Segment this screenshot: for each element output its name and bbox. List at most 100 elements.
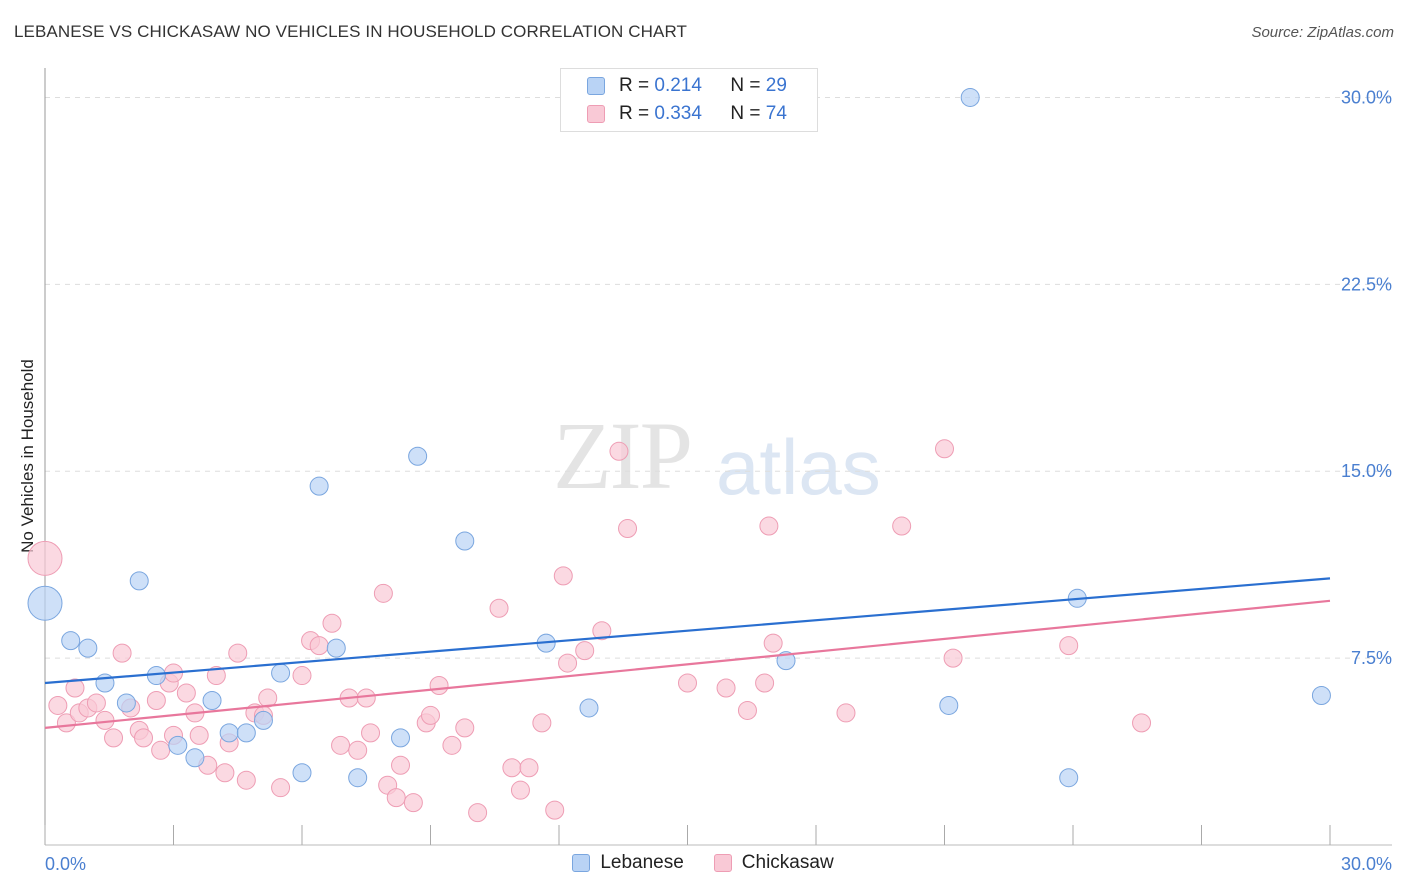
series-legend: Lebanese Chickasaw — [0, 852, 1406, 874]
legend-r-key: R = — [619, 103, 650, 124]
chickasaw-point — [935, 439, 954, 459]
legend-item-chickasaw[interactable]: Chickasaw — [713, 852, 834, 874]
chickasaw-point — [455, 718, 475, 738]
legend-row-lebanese: R = 0.214 N = 29 — [587, 73, 787, 99]
series-lebanese-points — [27, 87, 1331, 788]
legend-row-chickasaw: R = 0.334 N = 74 — [587, 101, 787, 127]
chickasaw-point — [558, 653, 578, 673]
lebanese-point — [271, 663, 291, 683]
lebanese-point — [408, 446, 428, 466]
series-chickasaw-points — [27, 439, 1152, 823]
chickasaw-point — [258, 688, 278, 708]
chickasaw-point — [391, 755, 411, 775]
lebanese-point — [27, 585, 63, 621]
lebanese-point — [168, 735, 188, 755]
grid-lines — [45, 96, 1392, 659]
y-tick-label: 15.0% — [1341, 461, 1392, 481]
chickasaw-point — [502, 758, 522, 778]
y-tick-label: 22.5% — [1341, 274, 1392, 294]
lebanese-point — [960, 87, 980, 107]
chickasaw-point — [592, 621, 612, 641]
legend-n-key: N = — [730, 75, 761, 96]
lebanese-point — [129, 571, 149, 591]
chickasaw-point — [309, 636, 329, 656]
chickasaw-point — [86, 693, 106, 713]
chickasaw-point — [373, 583, 393, 603]
lebanese-point — [236, 723, 256, 743]
trend-lines — [44, 577, 1331, 729]
chickasaw-point — [609, 441, 629, 461]
chickasaw-point — [429, 676, 449, 696]
chickasaw-point — [442, 735, 462, 755]
legend-r-value: 0.214 — [654, 75, 702, 96]
chickasaw-point — [356, 688, 376, 708]
lebanese-point — [309, 476, 329, 496]
chickasaw-swatch — [587, 105, 605, 123]
chickasaw-trend-line — [44, 599, 1331, 729]
chickasaw-point — [836, 703, 856, 723]
chickasaw-point — [1132, 713, 1152, 733]
chickasaw-point — [292, 666, 312, 686]
chickasaw-point — [510, 780, 530, 800]
axes — [44, 68, 1392, 846]
tick-labels: 7.5% 15.0% 22.5% 30.0% 0.0% 30.0% — [45, 87, 1392, 874]
x-tick-label: 0.0% — [45, 854, 86, 874]
chickasaw-point — [134, 728, 154, 748]
chickasaw-point — [519, 758, 539, 778]
watermark-atlas: atlas — [716, 423, 881, 511]
lebanese-point — [253, 710, 273, 730]
chickasaw-point — [892, 516, 912, 536]
chickasaw-point — [737, 700, 757, 720]
x-tick-label: 30.0% — [1341, 854, 1392, 874]
lebanese-swatch — [572, 854, 591, 872]
chickasaw-point — [228, 643, 248, 663]
legend-label: Lebanese — [600, 852, 684, 873]
lebanese-point — [219, 723, 239, 743]
chickasaw-point — [545, 800, 565, 820]
y-tick-label: 7.5% — [1351, 648, 1392, 668]
legend-n-value: 29 — [765, 75, 787, 96]
chickasaw-point — [331, 735, 351, 755]
chickasaw-point — [403, 793, 423, 813]
legend-label: Chickasaw — [741, 852, 834, 873]
chickasaw-point — [236, 770, 256, 790]
chickasaw-point — [678, 673, 697, 693]
y-tick-label: 30.0% — [1341, 87, 1392, 107]
chickasaw-point — [716, 678, 736, 698]
lebanese-point — [348, 768, 368, 788]
chickasaw-point — [176, 683, 196, 703]
chickasaw-point — [189, 725, 209, 745]
chickasaw-point — [386, 788, 406, 808]
chickasaw-point — [151, 740, 171, 760]
chickasaw-point — [104, 728, 124, 748]
chickasaw-point — [553, 566, 573, 586]
lebanese-point — [939, 695, 959, 715]
chickasaw-point — [759, 516, 779, 536]
lebanese-point — [185, 748, 205, 768]
lebanese-point — [326, 638, 346, 658]
chickasaw-point — [1059, 636, 1079, 656]
legend-r-value: 0.334 — [654, 103, 702, 124]
legend-item-lebanese[interactable]: Lebanese — [572, 852, 684, 874]
lebanese-point — [292, 763, 312, 783]
lebanese-point — [202, 690, 222, 710]
chickasaw-point — [532, 713, 552, 733]
chickasaw-point — [348, 740, 368, 760]
chickasaw-point — [215, 763, 235, 783]
chickasaw-point — [271, 778, 291, 798]
chickasaw-point — [48, 695, 68, 715]
chickasaw-point — [489, 598, 509, 618]
stats-legend: R = 0.214 N = 29 R = 0.334 N = 74 — [560, 68, 818, 132]
chickasaw-point — [618, 519, 638, 539]
lebanese-point — [1059, 768, 1079, 788]
chickasaw-point — [421, 705, 440, 725]
chickasaw-point — [56, 713, 76, 733]
source-credit: Source: ZipAtlas.com — [1251, 24, 1394, 41]
chickasaw-point — [575, 641, 595, 661]
chickasaw-point — [943, 648, 963, 668]
lebanese-swatch — [587, 77, 605, 95]
lebanese-point — [579, 698, 599, 718]
chickasaw-point — [361, 723, 381, 743]
legend-r-key: R = — [619, 75, 650, 96]
